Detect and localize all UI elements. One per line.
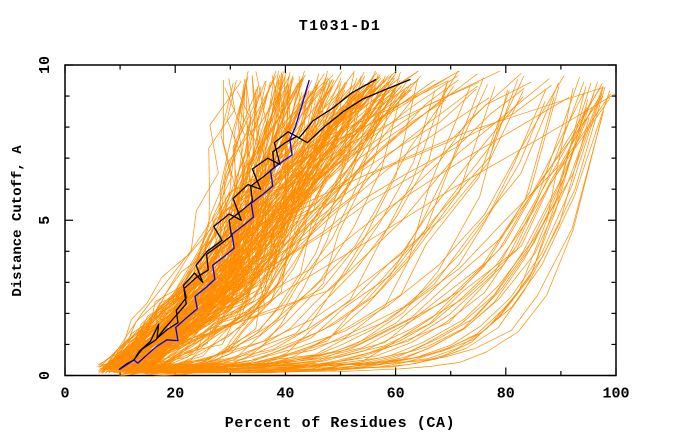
svg-text:60: 60 <box>387 386 405 403</box>
svg-text:40: 40 <box>276 386 294 403</box>
svg-text:20: 20 <box>166 386 184 403</box>
svg-text:5: 5 <box>37 216 54 225</box>
svg-text:10: 10 <box>37 56 54 74</box>
svg-text:80: 80 <box>497 386 515 403</box>
svg-text:0: 0 <box>60 386 69 403</box>
svg-text:0: 0 <box>37 371 54 380</box>
svg-text:100: 100 <box>602 386 629 403</box>
